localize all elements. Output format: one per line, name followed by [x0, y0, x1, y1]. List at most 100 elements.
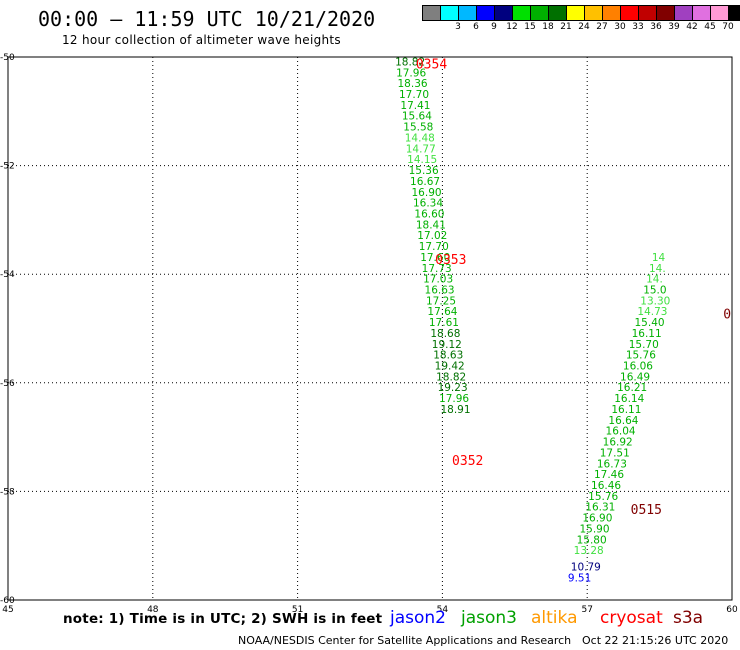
time-marker-label: 0352	[452, 454, 483, 469]
legend-swatch	[531, 6, 549, 20]
wave-height-label: 14.15	[407, 154, 437, 166]
wave-height-label: 14.77	[406, 143, 436, 155]
page-subtitle: 12 hour collection of altimeter wave hei…	[62, 33, 341, 47]
footer-timestamp: Oct 22 21:15:26 UTC 2020	[582, 634, 729, 647]
legend-label: 36	[650, 22, 662, 32]
legend-swatch	[477, 6, 495, 20]
legend-swatch	[459, 6, 477, 20]
wave-height-label: 15.36	[409, 165, 439, 177]
y-tick-label: -54	[0, 270, 15, 280]
wave-height-label: 16.49	[620, 371, 650, 383]
wave-height-label: 19.23	[438, 382, 468, 394]
wave-height-label: 15.64	[402, 111, 432, 123]
time-marker-label: 0	[723, 307, 731, 322]
y-tick-label: -60	[0, 596, 15, 606]
wave-height-label: 17.25	[426, 295, 456, 307]
legend-label: 6	[473, 22, 479, 32]
x-tick-label: 54	[437, 605, 449, 615]
footer-credit: NOAA/NESDIS Center for Satellite Applica…	[238, 634, 572, 647]
x-tick-label: 45	[2, 605, 13, 615]
legend-label: 33	[632, 22, 644, 32]
wave-height-label: 15.76	[588, 491, 618, 503]
legend-swatch	[549, 6, 567, 20]
wave-height-label: 16.90	[582, 513, 612, 525]
legend-swatch	[423, 6, 441, 20]
page-title: 00:00 – 11:59 UTC 10/21/2020	[38, 7, 376, 31]
footer-note: note: 1) Time is in UTC; 2) SWH is in fe…	[63, 611, 383, 627]
legend-swatch	[693, 6, 711, 20]
y-tick-label: -52	[0, 162, 15, 172]
wave-height-label: 15.58	[403, 122, 433, 134]
wave-height-label: 15.76	[626, 350, 656, 362]
legend-label: 24	[578, 22, 590, 32]
legend-swatch	[603, 6, 621, 20]
wave-height-label: 16.67	[410, 176, 440, 188]
satellite-name: s3a	[673, 608, 704, 628]
legend-swatch	[621, 6, 639, 20]
y-tick-label: -56	[0, 379, 15, 389]
wave-height-label: 17.96	[439, 393, 469, 405]
legend-label: 45	[704, 22, 716, 32]
wave-height-label: 16.60	[414, 208, 444, 220]
legend-label: 3	[455, 22, 461, 32]
legend-label: 21	[560, 22, 572, 32]
legend-label: 30	[614, 22, 626, 32]
wave-height-label: 18.82	[395, 56, 425, 68]
time-marker-label: 0354	[416, 58, 447, 73]
wave-height-label: 18.82	[436, 371, 466, 383]
wave-height-label: 18.68	[430, 328, 460, 340]
satellite-name: cryosat	[600, 608, 663, 628]
wave-height-label: 17.73	[422, 263, 452, 275]
y-tick-label: -50	[0, 53, 15, 63]
x-tick-label: 51	[292, 605, 303, 615]
legend-label: 27	[596, 22, 608, 32]
wave-height-label: 13.28	[574, 545, 604, 557]
legend-swatch	[585, 6, 603, 20]
legend-label: 42	[686, 22, 698, 32]
legend-swatch	[495, 6, 513, 20]
wave-height-label: 16.11	[611, 404, 641, 416]
y-tick-label: -58	[0, 487, 15, 497]
wave-height-label: 18.91	[440, 404, 470, 416]
wave-height-label: 15.70	[629, 339, 659, 351]
wave-height-label: 9.51	[568, 572, 591, 584]
wave-height-label: 19.42	[435, 361, 465, 373]
wave-height-label: 16.11	[632, 328, 662, 340]
wave-height-label: 16.04	[606, 426, 636, 438]
wave-height-label: 14.	[646, 274, 663, 286]
legend-swatch	[675, 6, 693, 20]
wave-height-label: 17.02	[417, 230, 447, 242]
legend-swatch	[711, 6, 729, 20]
wave-height-label: 17.70	[419, 241, 449, 253]
legend-label: 39	[668, 22, 680, 32]
time-marker-label: 0515	[631, 503, 662, 518]
wave-height-label: 14.73	[637, 306, 667, 318]
wave-height-label: 17.46	[594, 469, 624, 481]
wave-height-label: 17.70	[399, 89, 429, 101]
wave-height-label: 16.31	[585, 502, 615, 514]
satellite-name: jason2	[390, 608, 446, 628]
wave-height-label: 18.63	[433, 350, 463, 362]
legend-swatch	[567, 6, 585, 20]
legend-swatch	[513, 6, 531, 20]
legend-label: 9	[491, 22, 497, 32]
wave-height-label: 17.60	[420, 252, 450, 264]
wave-height-label: 16.92	[603, 437, 633, 449]
wave-height-label: 15.80	[577, 534, 607, 546]
x-tick-label: 48	[147, 605, 159, 615]
legend-swatch	[657, 6, 675, 20]
wave-height-label: 14	[652, 252, 666, 264]
legend-label: 70	[722, 22, 734, 32]
wave-height-label: 17.61	[429, 317, 459, 329]
wave-height-label: 16.06	[623, 361, 653, 373]
wave-height-label: 17.96	[396, 67, 426, 79]
wave-height-label: 16.46	[591, 480, 621, 492]
wave-height-label: 14.48	[405, 132, 435, 144]
legend-swatch	[729, 6, 740, 20]
legend-swatch	[441, 6, 459, 20]
wave-height-label: 15.0	[643, 284, 666, 296]
x-tick-label: 60	[726, 605, 738, 615]
map-frame	[7, 56, 733, 601]
satellite-name: altika	[531, 608, 578, 628]
